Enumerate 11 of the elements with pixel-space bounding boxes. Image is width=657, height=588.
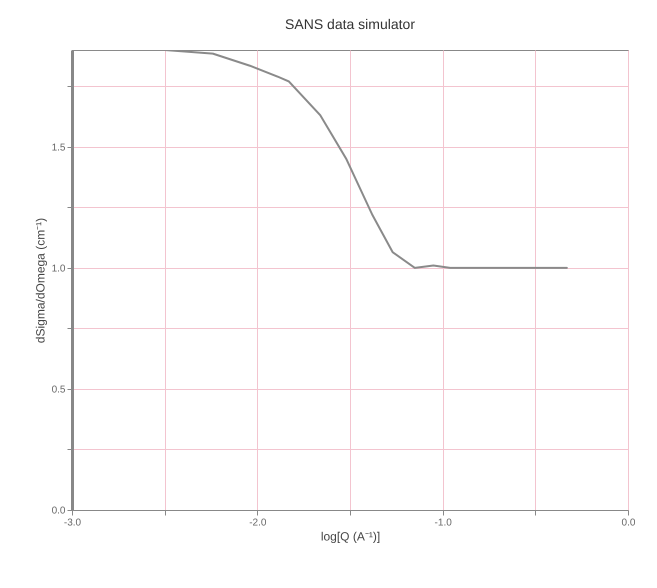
x-tick-label: -2.0 <box>249 518 267 528</box>
y-tick-label: 0.5 <box>52 384 66 396</box>
x-tick-label: 0.0 <box>622 518 636 528</box>
x-tick-label: -1.0 <box>434 518 452 528</box>
x-axis-title: log[Q (A⁻¹)] <box>320 530 380 544</box>
chart-title: SANS data simulator <box>285 16 416 32</box>
y-tick-label: 1.0 <box>52 263 66 274</box>
y-tick-label: 0.0 <box>52 506 66 516</box>
y-tick-label: 1.5 <box>52 142 66 154</box>
x-tick-label: -3.0 <box>64 518 82 528</box>
y-axis-title: dSigma/dOmega (cm⁻¹) <box>34 218 48 344</box>
